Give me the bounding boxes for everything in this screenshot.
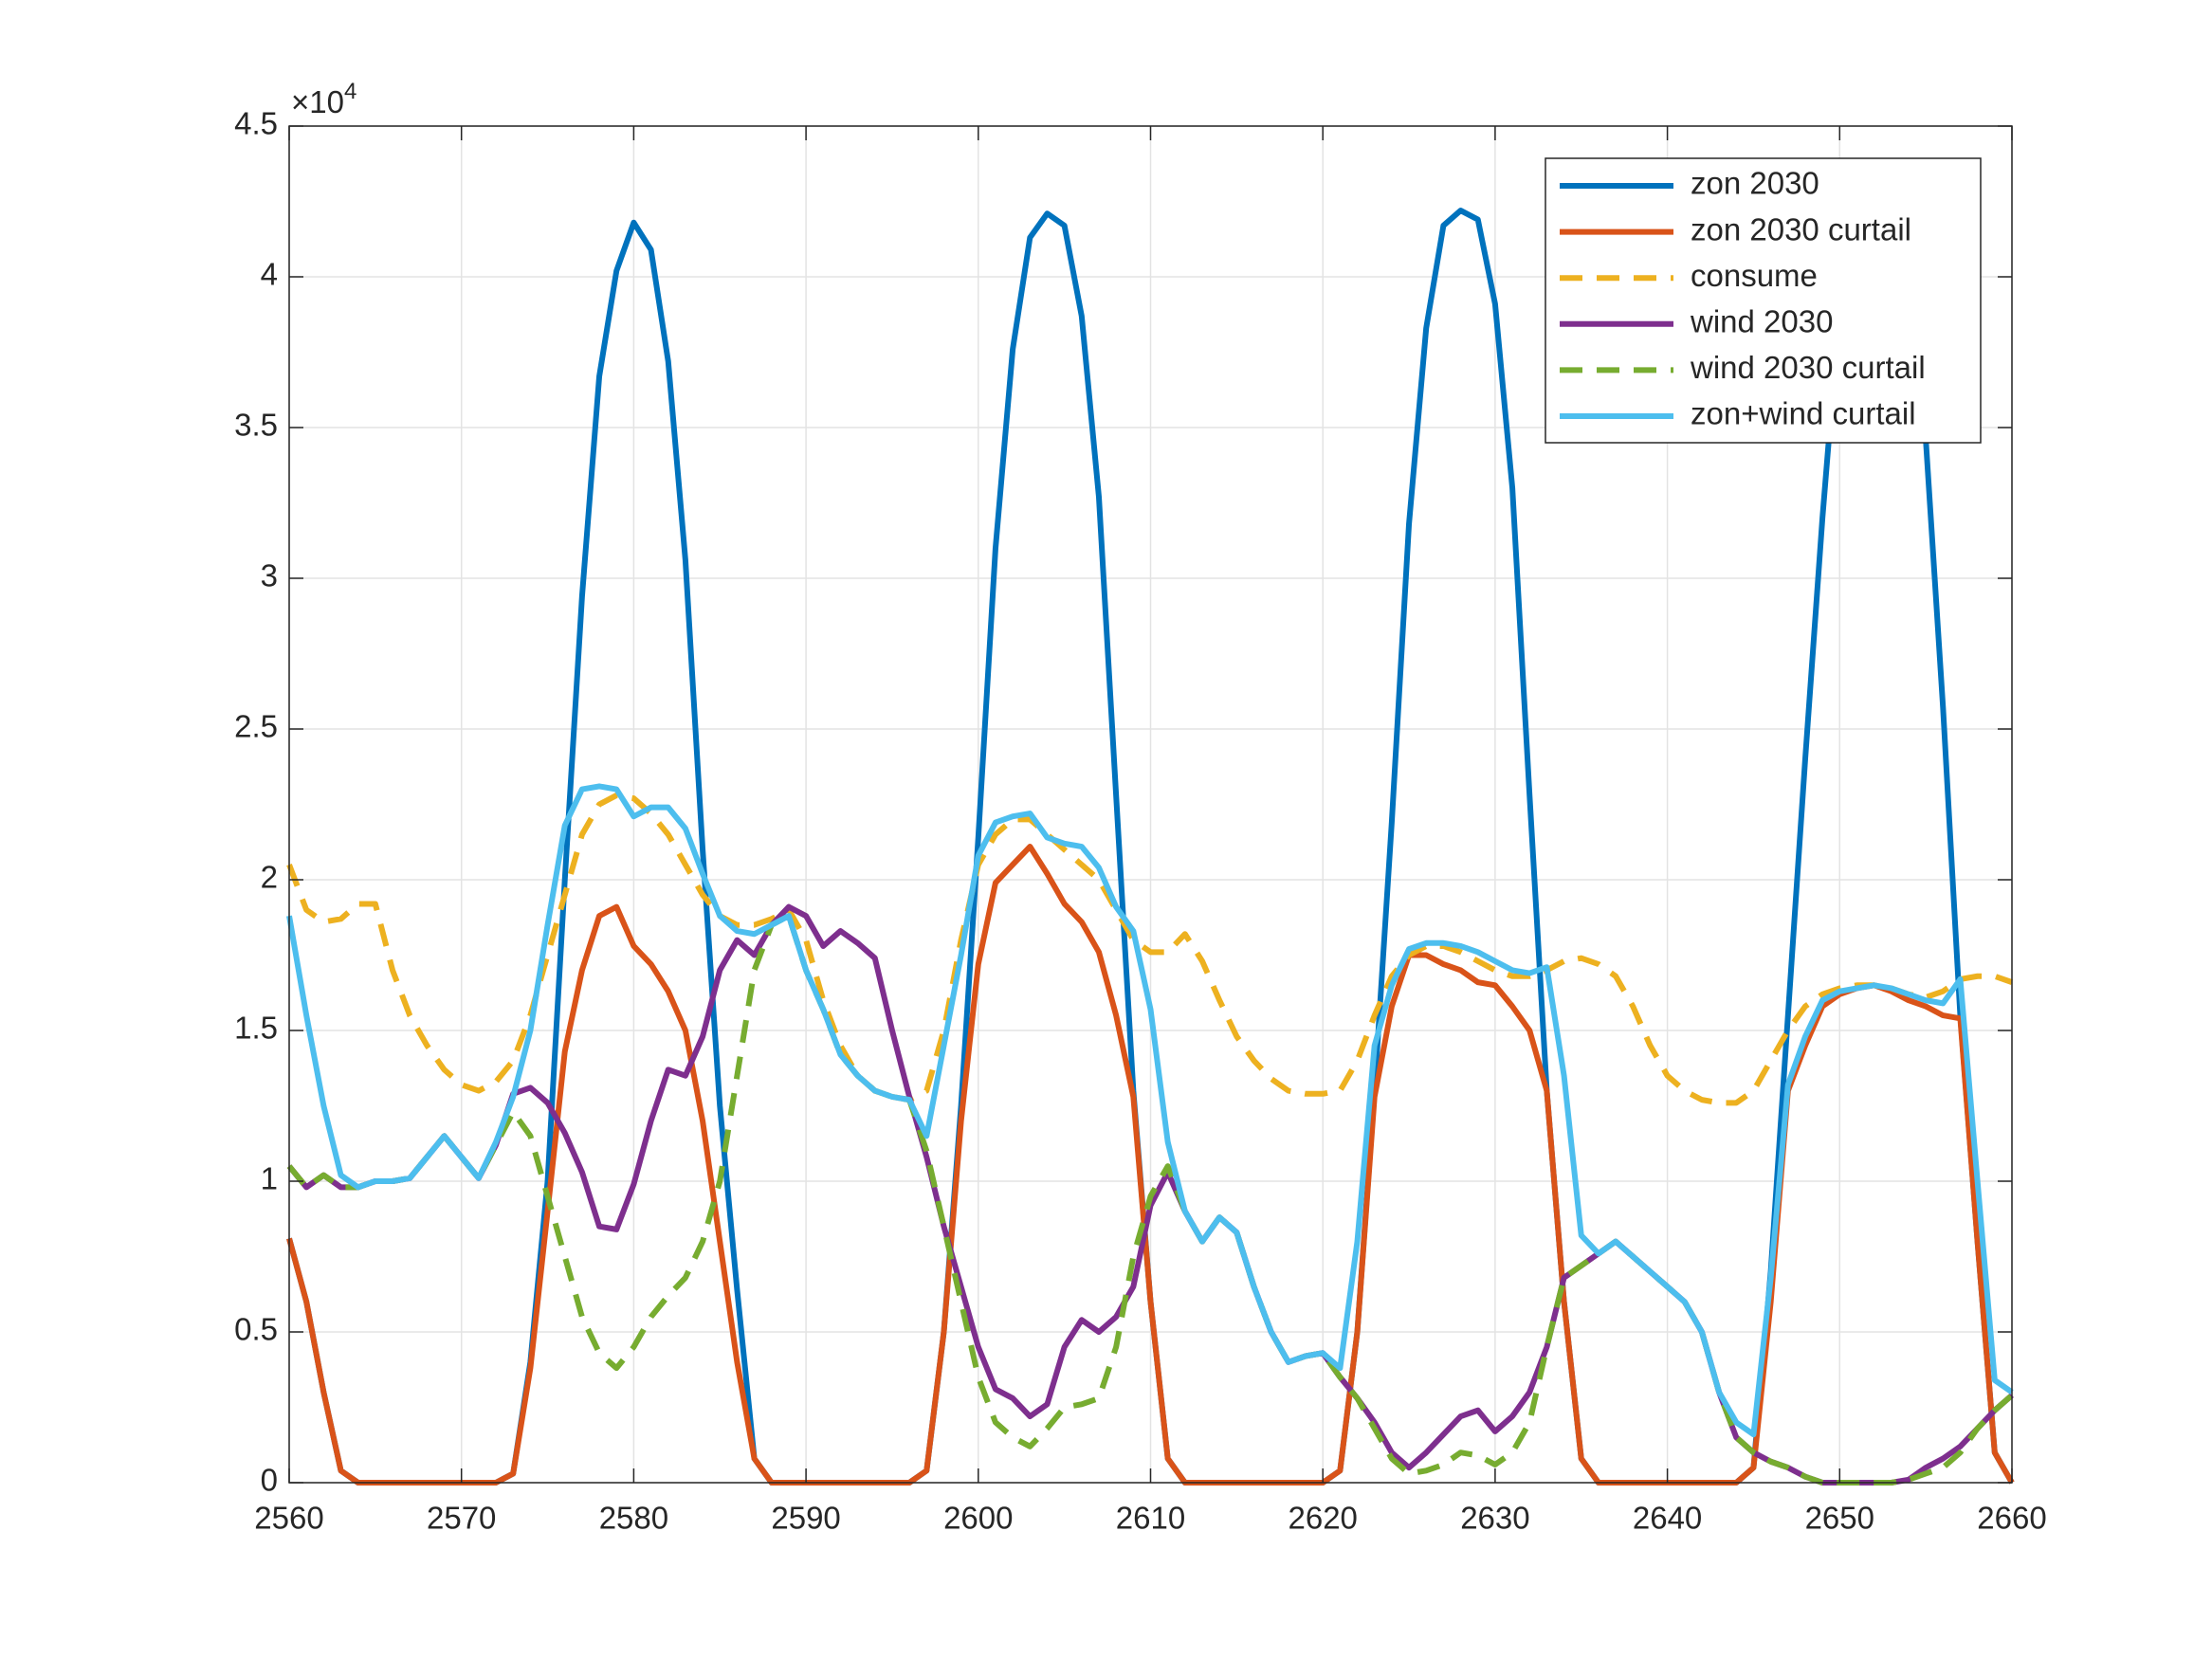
data-line bbox=[286, 783, 2014, 1438]
data-line bbox=[286, 792, 2013, 1106]
y-tick-label: 4.5 bbox=[234, 106, 278, 141]
legend-label: zon 2030 curtail bbox=[1691, 211, 1911, 246]
legend-label: zon 2030 bbox=[1691, 166, 1819, 201]
x-tick-label: 2620 bbox=[1288, 1501, 1357, 1536]
x-tick-label: 2560 bbox=[254, 1501, 323, 1536]
legend-label: consume bbox=[1691, 258, 1818, 293]
x-tick-label: 2580 bbox=[599, 1501, 668, 1536]
x-tick-label: 2640 bbox=[1633, 1501, 1702, 1536]
y-tick-label: 4 bbox=[261, 257, 278, 292]
y-exponent-power: 4 bbox=[344, 79, 356, 104]
legend: zon 2030 zon 2030 curtail consume wind 2030… bbox=[1545, 157, 1982, 444]
x-tick-label: 2660 bbox=[1977, 1501, 2046, 1536]
y-tick-label: 1.5 bbox=[234, 1011, 278, 1046]
legend-box bbox=[1545, 157, 1982, 444]
x-tick-label: 2600 bbox=[943, 1501, 1013, 1536]
y-exponent-base: ×10 bbox=[291, 84, 344, 119]
y-tick-label: 1 bbox=[261, 1161, 278, 1196]
y-tick-label: 2 bbox=[261, 860, 278, 895]
y-tick-label: 2.5 bbox=[234, 709, 278, 744]
y-tick-label: 3.5 bbox=[234, 408, 278, 443]
y-tick-label: 0 bbox=[261, 1463, 278, 1498]
legend-label: wind 2030 curtail bbox=[1690, 350, 1926, 385]
y-exponent: ×104 bbox=[291, 79, 356, 118]
x-tick-label: 2570 bbox=[427, 1501, 496, 1536]
legend-label: wind 2030 bbox=[1690, 304, 1833, 339]
x-tick-label: 2610 bbox=[1116, 1501, 1185, 1536]
legend-label: zon+wind curtail bbox=[1691, 396, 1916, 431]
x-tick-label: 2630 bbox=[1460, 1501, 1529, 1536]
y-tick-label: 3 bbox=[261, 558, 278, 593]
y-tick-label: 0.5 bbox=[234, 1312, 278, 1347]
x-tick-label: 2650 bbox=[1805, 1501, 1874, 1536]
x-tick-label: 2590 bbox=[771, 1501, 840, 1536]
